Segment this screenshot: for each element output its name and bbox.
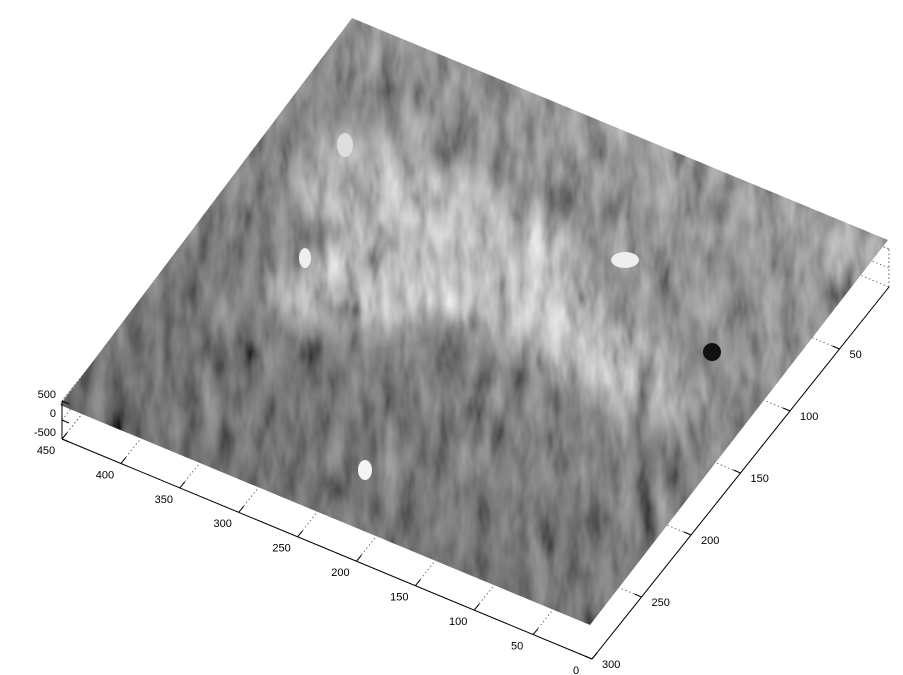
- surface: [0, 0, 903, 675]
- y-tick-label: 150: [751, 473, 769, 485]
- y-tick-label: 300: [602, 659, 620, 671]
- x-tick: [121, 457, 126, 463]
- y-tick-label: 50: [850, 349, 862, 361]
- x-tick: [356, 555, 361, 561]
- x-tick-label: 250: [272, 543, 290, 555]
- y-tick: [783, 408, 790, 411]
- z-tick: [62, 420, 69, 423]
- page: 0 50 100 150 200 250 300 350 400 450 50 100 150 200 25…: [0, 0, 903, 675]
- y-tick: [734, 470, 741, 473]
- x-tick-label: 300: [213, 518, 231, 530]
- y-tick: [833, 346, 840, 349]
- x-tick-label: 400: [96, 469, 114, 481]
- x-tick-label: 50: [511, 640, 523, 652]
- chart: 0 50 100 150 200 250 300 350 400 450 50 100 150 200 25…: [0, 0, 903, 675]
- y-tick-label: 200: [701, 535, 719, 547]
- x-tick-label: 0: [573, 665, 579, 675]
- y-tick: [635, 594, 642, 597]
- y-tick-label: 250: [652, 597, 670, 609]
- y-tick: [684, 532, 691, 535]
- x-tick: [592, 653, 597, 659]
- x-tick: [298, 531, 303, 537]
- x-tick: [239, 506, 244, 512]
- z-tick-label: -500: [34, 427, 56, 439]
- x-tick-label: 450: [37, 445, 55, 457]
- x-tick: [180, 482, 185, 488]
- x-tick: [533, 629, 538, 635]
- x-tick-label: 100: [449, 616, 467, 628]
- x-tick-label: 150: [390, 592, 408, 604]
- z-tick-label: 500: [38, 389, 56, 401]
- y-tick: [585, 656, 592, 659]
- x-tick: [62, 433, 67, 439]
- x-tick-label: 200: [331, 567, 349, 579]
- z-tick-label: 0: [50, 408, 56, 420]
- y-tick-label: 100: [800, 411, 818, 423]
- x-tick-label: 350: [155, 494, 173, 506]
- x-tick: [474, 604, 479, 610]
- z-tick: [62, 439, 69, 442]
- x-tick: [415, 580, 420, 586]
